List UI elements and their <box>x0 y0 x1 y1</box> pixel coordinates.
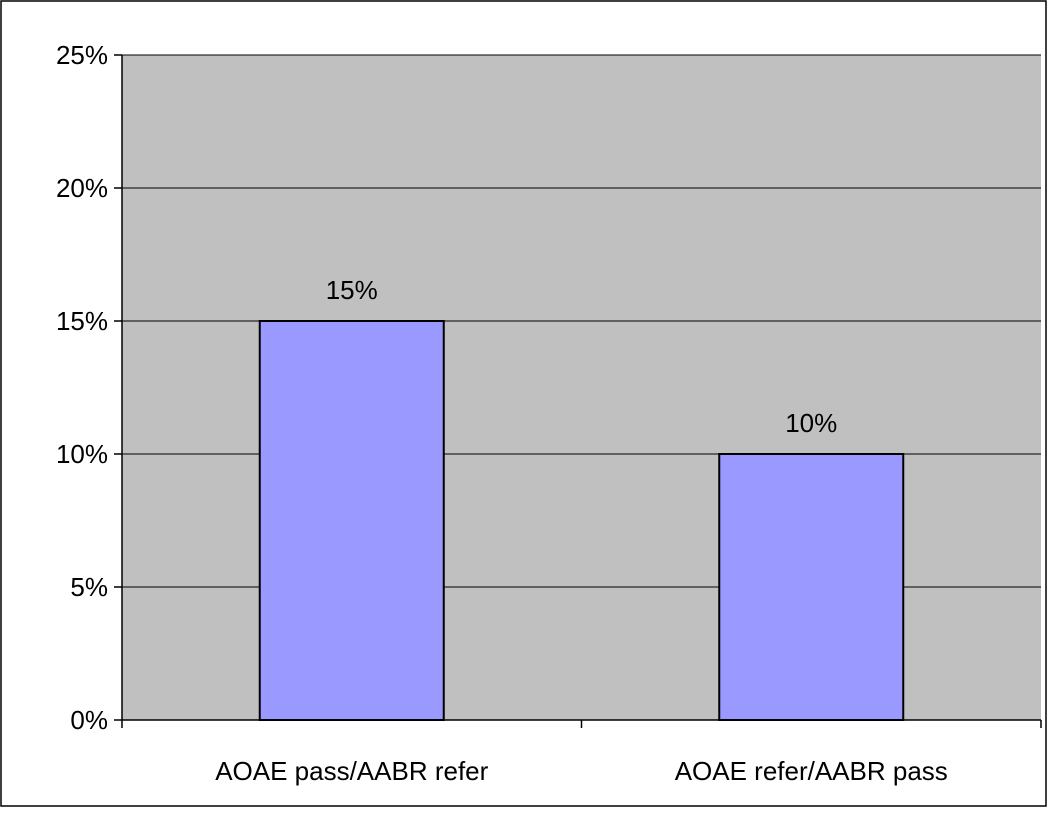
x-category-label: AOAE pass/AABR refer <box>215 756 488 786</box>
y-tick-label: 10% <box>56 439 108 469</box>
data-labels: 15% 10% <box>326 275 838 438</box>
x-axis-ticks <box>121 720 1042 728</box>
bar <box>258 320 445 721</box>
y-tick-label: 20% <box>56 173 108 203</box>
bars <box>258 320 905 721</box>
category-labels: AOAE pass/AABR refer AOAE refer/AABR pass <box>215 756 948 786</box>
bar-value-label: 15% <box>326 275 378 305</box>
y-tick-label: 25% <box>56 40 108 70</box>
y-axis-ticks: 0% 5% 10% 15% 20% 25% <box>56 40 122 735</box>
y-tick-label: 0% <box>70 705 108 735</box>
y-tick-label: 15% <box>56 306 108 336</box>
bar <box>718 453 905 721</box>
x-category-label: AOAE refer/AABR pass <box>675 756 948 786</box>
bar-value-label: 10% <box>785 408 837 438</box>
y-tick-label: 5% <box>70 572 108 602</box>
